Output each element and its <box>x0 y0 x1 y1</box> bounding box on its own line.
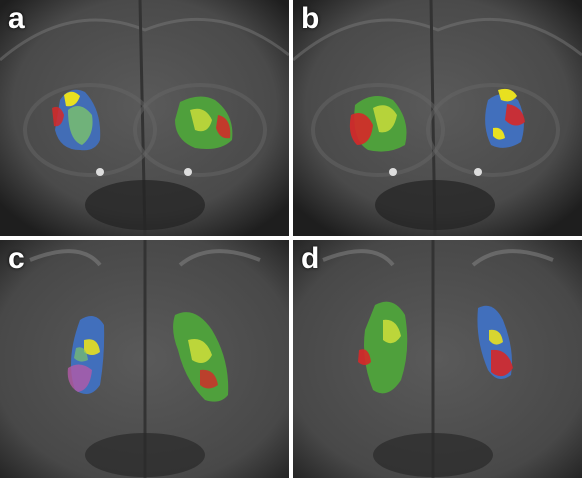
region-yellow <box>498 88 517 102</box>
panel-a-label: a <box>8 2 25 35</box>
region-red <box>216 115 231 139</box>
region-red <box>200 369 218 389</box>
region-green <box>68 106 93 145</box>
region-yellow <box>84 339 100 355</box>
region-green <box>364 301 408 394</box>
region-yellow <box>383 319 401 344</box>
panel-d-label: d <box>301 242 320 275</box>
region-red <box>349 112 373 145</box>
panel-b: b <box>293 0 582 236</box>
region-green <box>74 347 88 362</box>
region-yellow <box>190 108 212 132</box>
panel-d-image <box>293 240 582 478</box>
region-yellow <box>188 339 212 364</box>
region-red <box>505 104 525 126</box>
panel-d: d <box>293 240 582 478</box>
panel-c: c <box>0 240 289 478</box>
region-red <box>358 349 371 365</box>
panel-b-image <box>293 0 582 236</box>
region-red <box>52 106 64 127</box>
region-yellow <box>489 329 503 345</box>
region-red <box>491 349 513 377</box>
panel-c-label: c <box>8 242 25 275</box>
panel-b-label: b <box>301 2 320 35</box>
panel-a-image <box>0 0 289 236</box>
panel-c-image <box>0 240 289 478</box>
panel-a: a <box>0 0 289 236</box>
region-yellow <box>64 91 80 107</box>
region-yellow <box>493 127 505 140</box>
region-yellow <box>373 105 397 133</box>
region-magenta <box>67 364 92 392</box>
